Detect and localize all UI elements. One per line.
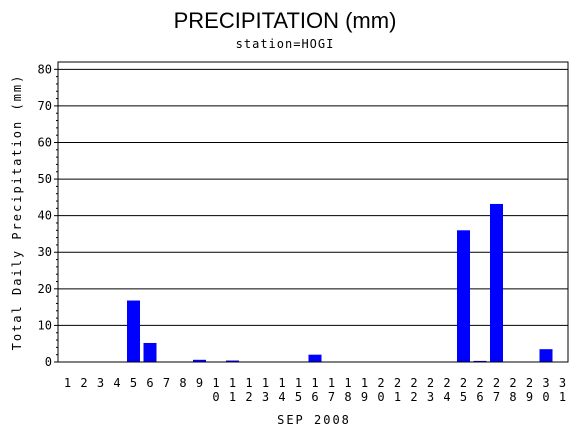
y-axis-label: Total Daily Precipitation (mm) [10,74,24,351]
y-axis: 0 10 20 30 40 50 60 70 80 [38,62,58,369]
x-axis-label: SEP 2008 [277,413,351,427]
bar [127,300,140,362]
x-tick-label: 6 [146,376,153,390]
bars [127,203,553,362]
bar [457,230,470,362]
x-tick-label: 4 [113,376,120,390]
x-tick-label: 8 [179,376,186,390]
x-tick-label: 9 [196,376,203,390]
y-tick-label: 40 [38,209,52,223]
y-tick-label: 10 [38,318,52,332]
y-tick-label: 60 [38,135,52,149]
x-tick-label: 3 [97,376,104,390]
bar [308,354,322,362]
bar [143,342,157,362]
bar [473,360,487,362]
x-tick-label: 1 [64,376,71,390]
x-tick-label: 2 [80,376,87,390]
y-tick-label: 0 [45,355,52,369]
y-tick-label: 50 [38,172,52,186]
y-tick-label: 80 [38,62,52,76]
bar [539,349,553,362]
y-tick-label: 30 [38,245,52,259]
grid-lines [58,68,568,326]
x-axis: 1 2 3 4 5 6 7 8 9 1 01 11 21 31 41 51 61 71 81 92 02 12 22 32 42… [64,376,566,404]
y-tick-label: 70 [38,99,52,113]
x-tick-label: 5 [130,376,137,390]
bar [193,359,206,362]
bar [490,203,503,362]
x-tick-label: 7 [163,376,170,390]
plot-frame [57,61,569,363]
bar [226,360,239,362]
y-tick-label: 20 [38,282,52,296]
chart-title: PRECIPITATION (mm) [174,8,397,33]
chart-subtitle: station=HOGI [236,37,335,51]
